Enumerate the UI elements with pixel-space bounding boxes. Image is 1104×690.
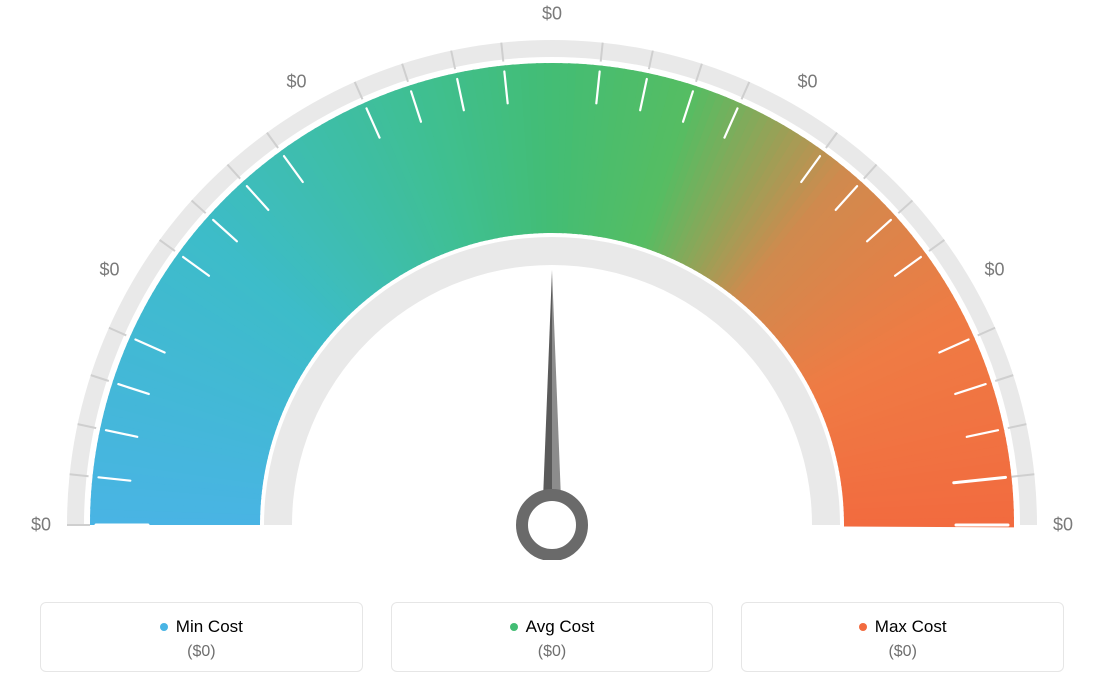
legend-card-min: Min Cost ($0): [40, 602, 363, 672]
legend-label-text: Avg Cost: [526, 617, 595, 637]
dot-icon: [510, 623, 518, 631]
gauge-tick-label: $0: [99, 259, 119, 280]
legend-value-max: ($0): [752, 643, 1053, 661]
legend-value-avg: ($0): [402, 643, 703, 661]
legend-row: Min Cost ($0) Avg Cost ($0) Max Cost ($0…: [40, 602, 1064, 672]
gauge-tick-label: $0: [1053, 515, 1073, 536]
gauge-tick-label: $0: [286, 72, 306, 93]
legend-label-max: Max Cost: [752, 617, 1053, 637]
legend-label-text: Max Cost: [875, 617, 947, 637]
cost-gauge-container: $0 $0 $0 $0 $0 $0 $0 Min Cost ($0) Avg Cost ($…: [0, 0, 1104, 690]
legend-label-text: Min Cost: [176, 617, 243, 637]
dot-icon: [859, 623, 867, 631]
gauge-tick-label: $0: [542, 4, 562, 25]
legend-card-avg: Avg Cost ($0): [391, 602, 714, 672]
legend-value-min: ($0): [51, 643, 352, 661]
legend-label-avg: Avg Cost: [402, 617, 703, 637]
gauge-tick-label: $0: [985, 259, 1005, 280]
legend-card-max: Max Cost ($0): [741, 602, 1064, 672]
legend-label-min: Min Cost: [51, 617, 352, 637]
gauge-tick-label: $0: [797, 72, 817, 93]
dot-icon: [160, 623, 168, 631]
gauge-tick-label: $0: [31, 515, 51, 536]
gauge-chart: $0 $0 $0 $0 $0 $0 $0: [0, 0, 1104, 560]
